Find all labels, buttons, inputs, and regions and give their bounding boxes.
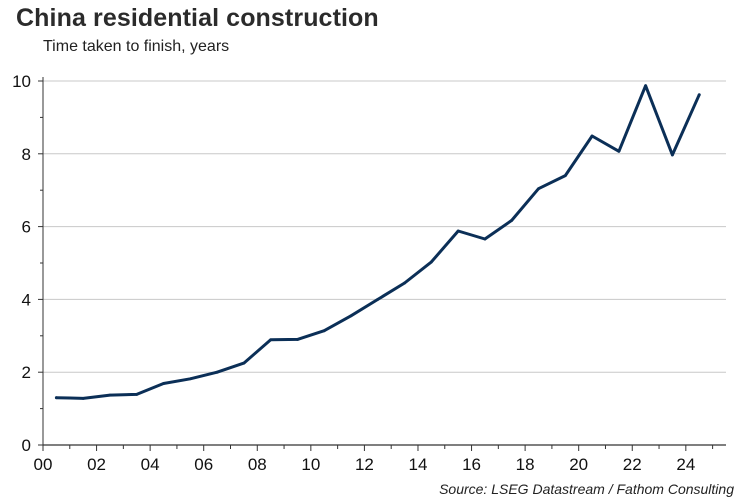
data-point [215,370,219,374]
data-point [483,237,487,241]
data-point [349,314,353,318]
data-point [188,377,192,381]
data-point [429,260,433,264]
data-point [322,329,326,333]
data-point [81,397,85,400]
data-point [563,174,567,178]
y-tick-label: 10 [12,72,31,91]
x-tick-label: 12 [355,455,374,474]
data-point [590,134,594,138]
data-point [135,393,139,396]
data-point [376,298,380,301]
series-line [54,84,701,400]
x-tick-label: 08 [248,455,267,474]
data-point [403,281,406,285]
data-point [269,338,273,342]
y-tick-label: 8 [22,145,31,164]
x-tick-label: 18 [516,455,535,474]
data-point [456,229,460,233]
data-point [54,396,58,400]
data-point [68,396,72,400]
data-point [671,153,674,157]
y-tick-label: 6 [22,218,31,237]
data-point [697,93,701,97]
data-point [242,361,246,365]
x-tick-label: 14 [409,455,428,474]
data-point [617,149,621,153]
data-point [162,382,165,385]
y-tick-label: 0 [22,436,31,455]
x-tick-label: 20 [569,455,588,474]
data-point [510,219,514,222]
x-tick-label: 04 [141,455,160,474]
source-note: Source: LSEG Datastream / Fathom Consult… [439,481,734,497]
x-tick-label: 16 [462,455,481,474]
x-tick-label: 22 [623,455,642,474]
data-point [537,187,540,191]
y-tick-label: 2 [22,363,31,382]
chart-subtitle: Time taken to finish, years [43,38,230,55]
chart-title: China residential construction [16,4,379,32]
data-point [296,338,299,341]
data-point [108,393,112,397]
x-tick-label: 00 [34,455,53,474]
x-tick-label: 24 [676,455,695,474]
x-tick-label: 10 [301,455,320,474]
x-tick-label: 02 [87,455,106,474]
data-point [644,84,648,88]
y-tick-label: 4 [22,290,31,309]
x-tick-label: 06 [194,455,213,474]
